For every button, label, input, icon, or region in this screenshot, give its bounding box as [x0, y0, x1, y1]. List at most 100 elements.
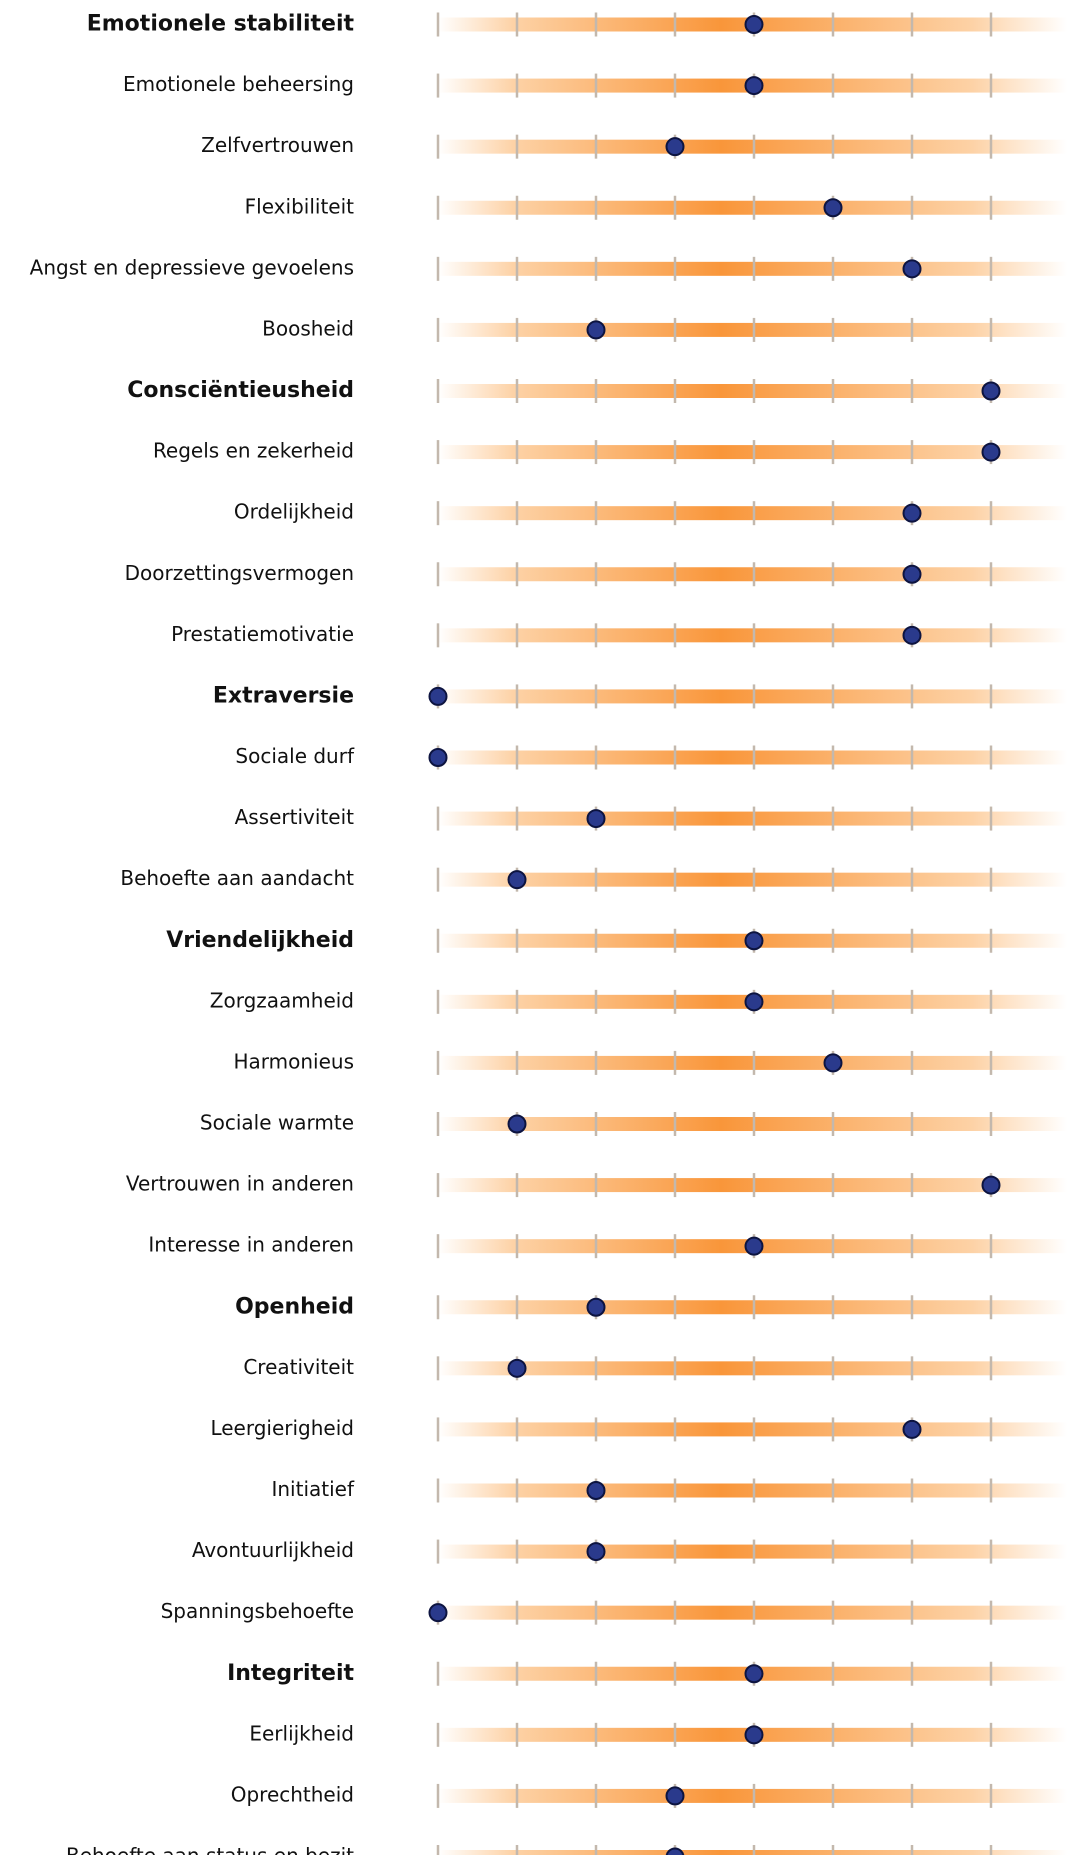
- facet-label: Ordelijkheid: [234, 500, 354, 524]
- score-dot: [586, 809, 606, 829]
- score-dot: [981, 1175, 1001, 1195]
- score-dot: [902, 564, 922, 584]
- facet-label: Avontuurlijkheid: [192, 1538, 354, 1562]
- score-dot: [428, 748, 448, 767]
- score-dot: [744, 76, 764, 96]
- score-dot: [823, 198, 843, 218]
- scale-band: [438, 872, 1067, 887]
- facet-label: Prestatiemotivatie: [171, 622, 354, 646]
- facet-label: Regels en zekerheid: [153, 439, 354, 463]
- scale-band: [438, 1055, 1067, 1070]
- facet-label: Creativiteit: [243, 1355, 354, 1379]
- scale-row: Openheid: [235, 1294, 1067, 1320]
- score-dot: [744, 1664, 764, 1684]
- score-dot: [981, 442, 1001, 462]
- score-dot: [507, 870, 527, 890]
- facet-label: Interesse in anderen: [148, 1233, 354, 1257]
- scale-row: Flexibiliteit: [245, 194, 1067, 220]
- scale-row: Emotionele beheersing: [123, 72, 1067, 98]
- scale-row: Emotionele stabiliteit: [87, 12, 1067, 37]
- facet-label: Sociale warmte: [200, 1111, 354, 1135]
- score-dot: [507, 1358, 527, 1378]
- score-dot: [902, 503, 922, 523]
- score-dot: [665, 1786, 685, 1806]
- facet-label: Assertiviteit: [235, 805, 355, 829]
- score-dot: [428, 686, 448, 706]
- facet-label: Oprechtheid: [231, 1782, 354, 1806]
- factor-heading: Extraversie: [213, 683, 354, 708]
- scale-row: Sociale warmte: [200, 1111, 1067, 1136]
- scale-band: [438, 689, 1067, 704]
- scale-row: Interesse in anderen: [148, 1233, 1067, 1259]
- factor-heading: Integriteit: [227, 1661, 354, 1686]
- scale-row: Angst en depressieve gevoelens: [30, 255, 1067, 281]
- scale-band: [438, 506, 1067, 521]
- score-dot: [507, 1114, 527, 1134]
- facet-label: Leergierigheid: [210, 1416, 354, 1440]
- scale-band: [438, 261, 1067, 276]
- scale-band: [438, 1788, 1067, 1803]
- score-dot: [823, 1053, 843, 1073]
- scale-row: Vertrouwen in anderen: [126, 1172, 1067, 1198]
- scale-band: [438, 1483, 1067, 1498]
- facet-label: Doorzettingsvermogen: [125, 561, 354, 585]
- facet-label: Emotionele beheersing: [123, 72, 354, 96]
- scale-band: [438, 1605, 1067, 1620]
- scale-row: Extraversie: [213, 683, 1067, 709]
- facet-label: Sociale durf: [235, 744, 355, 768]
- scale-row: Harmonieus: [233, 1049, 1067, 1075]
- score-dot: [744, 1236, 764, 1256]
- scale-band: [438, 1422, 1067, 1437]
- scale-band: [438, 139, 1067, 154]
- scale-band: [438, 750, 1067, 765]
- scale-row: Assertiviteit: [235, 805, 1067, 831]
- scale-band: [438, 628, 1067, 643]
- scale-row: Creativiteit: [243, 1355, 1067, 1381]
- scale-row: Integriteit: [227, 1661, 1067, 1686]
- facet-label: Eerlijkheid: [249, 1721, 354, 1745]
- scale-row: Boosheid: [262, 316, 1067, 342]
- score-dot: [586, 320, 606, 340]
- scale-band: [438, 1544, 1067, 1559]
- facet-label: Zelfvertrouwen: [201, 133, 354, 157]
- scale-band: [438, 1178, 1067, 1193]
- scale-row: Spanningsbehoefte: [161, 1599, 1067, 1625]
- scale-row: Zelfvertrouwen: [201, 133, 1067, 159]
- scale-band: [438, 567, 1067, 582]
- scale-row: Leergierigheid: [210, 1416, 1067, 1442]
- scale-row: Consciëntieusheid: [127, 378, 1067, 403]
- scale-row: Prestatiemotivatie: [171, 622, 1067, 648]
- factor-heading: Consciëntieusheid: [127, 378, 354, 403]
- facet-label: Angst en depressieve gevoelens: [30, 255, 354, 279]
- score-dot: [586, 1297, 606, 1317]
- scale-row: Doorzettingsvermogen: [125, 561, 1067, 587]
- scale-row: Vriendelijkheid: [166, 928, 1067, 953]
- facet-label: Flexibiliteit: [245, 194, 354, 218]
- scale-band: [438, 1117, 1067, 1131]
- facet-label: Initiatief: [271, 1477, 354, 1501]
- scale-band: [438, 200, 1067, 215]
- score-dot: [586, 1542, 606, 1562]
- scale-row: Behoefte aan aandacht: [120, 866, 1067, 892]
- scale-row: Oprechtheid: [231, 1782, 1067, 1808]
- scale-band: [438, 811, 1067, 826]
- score-dot: [744, 931, 764, 951]
- score-dot: [902, 259, 922, 279]
- facet-label: Behoefte aan status en bezit: [66, 1844, 354, 1855]
- scale-band: [438, 1300, 1067, 1315]
- factor-heading: Vriendelijkheid: [166, 928, 354, 953]
- scale-row: Ordelijkheid: [234, 500, 1067, 526]
- facet-label: Spanningsbehoefte: [161, 1599, 354, 1623]
- score-dot: [744, 15, 764, 34]
- scale-row: Avontuurlijkheid: [192, 1538, 1067, 1564]
- score-dot: [744, 1725, 764, 1745]
- scale-band: [438, 384, 1067, 398]
- facet-label: Harmonieus: [233, 1049, 354, 1073]
- scale-band: [438, 1850, 1067, 1855]
- score-dot: [428, 1603, 448, 1623]
- score-dot: [902, 625, 922, 645]
- scale-row: Behoefte aan status en bezit: [66, 1844, 1067, 1855]
- scale-row: Regels en zekerheid: [153, 439, 1067, 465]
- factor-heading: Emotionele stabiliteit: [87, 12, 355, 37]
- score-dot: [665, 137, 685, 157]
